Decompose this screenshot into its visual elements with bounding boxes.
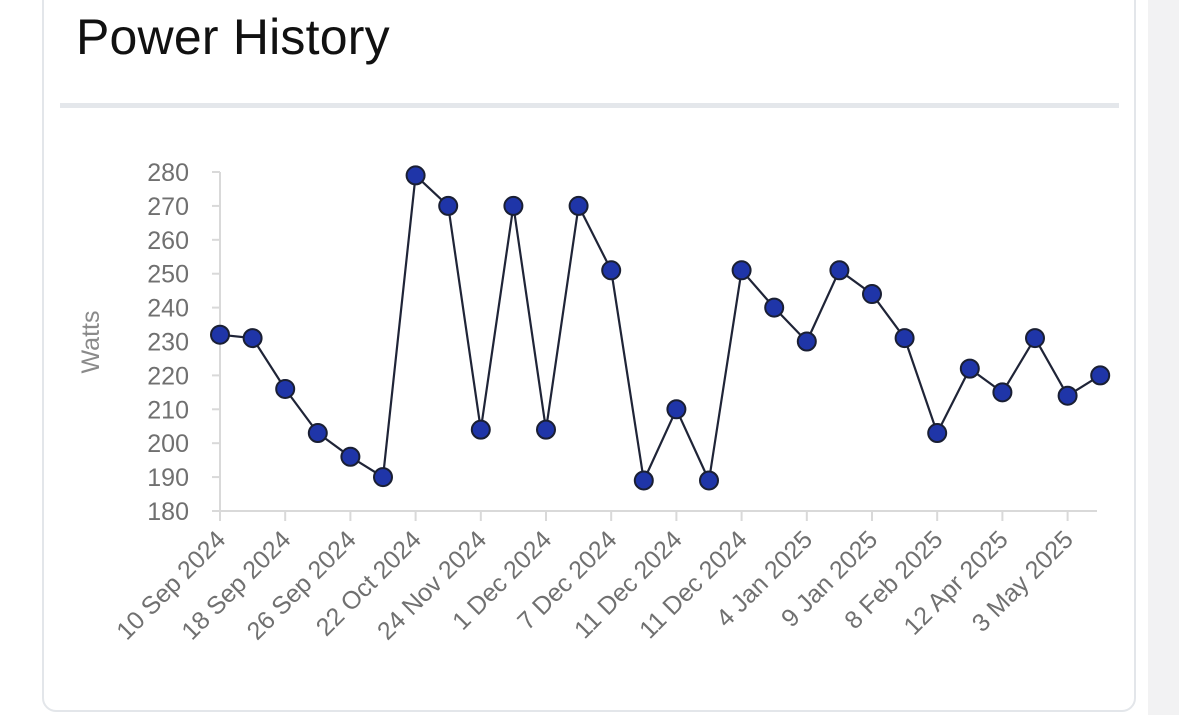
y-tick-label: 270	[147, 193, 189, 221]
y-tick-label: 200	[147, 430, 189, 458]
data-point	[1025, 328, 1045, 349]
data-point	[764, 297, 785, 318]
data-point	[894, 328, 915, 349]
y-tick-label: 220	[147, 362, 189, 390]
data-point	[503, 195, 524, 216]
chart-series	[210, 165, 1111, 491]
y-tick-label: 190	[147, 464, 189, 492]
data-point	[601, 260, 622, 281]
y-tick-label: 210	[147, 396, 189, 424]
data-point	[862, 284, 882, 305]
data-point	[405, 165, 426, 186]
data-point	[927, 423, 948, 444]
y-axis-title: Watts	[77, 311, 105, 374]
data-point	[275, 378, 296, 399]
data-point	[340, 446, 361, 467]
y-tick-label: 260	[147, 227, 189, 255]
data-point	[470, 419, 491, 440]
data-point	[633, 470, 654, 491]
data-point	[210, 324, 230, 345]
y-tick-label: 230	[147, 329, 189, 357]
series-line	[219, 174, 1101, 482]
data-point	[373, 467, 393, 488]
data-point	[796, 331, 817, 352]
y-tick-label: 240	[147, 295, 189, 323]
scroll-strip	[1148, 0, 1179, 715]
data-point	[959, 358, 980, 379]
card-title: Power History	[76, 9, 390, 65]
data-point	[666, 399, 687, 420]
power-history-card	[42, 0, 1136, 712]
data-point	[242, 328, 263, 349]
y-tick-label: 180	[147, 498, 189, 526]
y-tick-label: 280	[147, 159, 189, 187]
data-point	[1057, 385, 1078, 406]
title-divider	[60, 103, 1119, 108]
y-tick-label: 250	[147, 261, 189, 289]
data-point	[438, 195, 459, 216]
data-point	[536, 419, 556, 440]
data-point	[731, 260, 752, 281]
data-point	[992, 382, 1013, 403]
data-point	[699, 470, 719, 491]
data-point	[568, 195, 589, 216]
data-point	[307, 423, 328, 444]
data-point	[1090, 365, 1111, 386]
data-point	[829, 260, 850, 281]
